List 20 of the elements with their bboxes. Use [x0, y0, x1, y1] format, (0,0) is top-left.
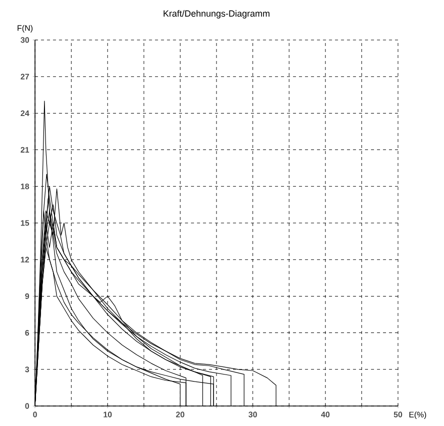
y-tick-label: 3 [25, 366, 30, 372]
y-axis-title: F(N) [18, 25, 32, 32]
x-axis-title: E(%) [409, 412, 426, 419]
y-tick-label: 18 [20, 184, 30, 190]
y-tick-label: 9 [25, 293, 30, 300]
x-tick-label: 0 [33, 412, 37, 418]
y-tick-label: 12 [20, 256, 30, 262]
x-tick-label: 40 [321, 412, 330, 418]
y-tick-label: 30 [20, 37, 30, 43]
y-tick-label: 24 [20, 110, 30, 116]
x-tick-label: 10 [104, 412, 112, 418]
x-tick-label: 30 [248, 412, 257, 418]
x-tick-label: 20 [176, 412, 184, 418]
x-tick-label: 50 [394, 412, 402, 418]
y-tick-label: 15 [20, 220, 30, 226]
y-tick-label: 27 [20, 74, 29, 80]
y-tick-label: 21 [20, 147, 30, 153]
chart-title: Kraft/Dehnungs-Diagramm [164, 10, 270, 18]
y-tick-label: 6 [25, 330, 30, 336]
y-tick-label: 0 [25, 403, 30, 409]
